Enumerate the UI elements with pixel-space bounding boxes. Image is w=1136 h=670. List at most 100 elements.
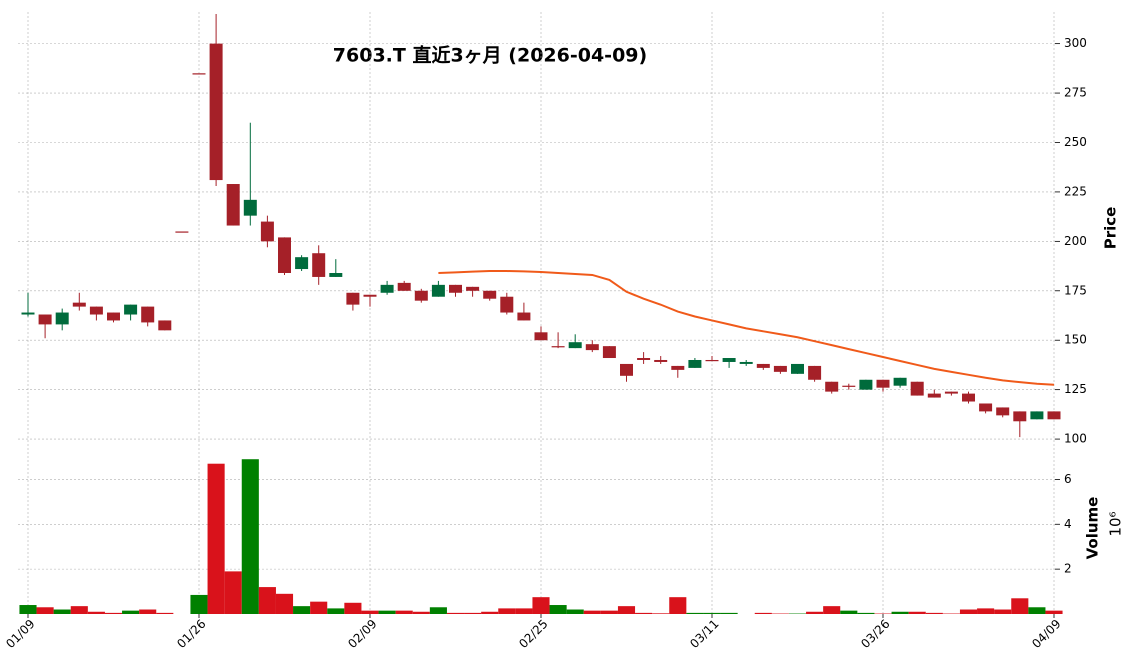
- candle-body: [38, 314, 52, 325]
- volume-bar: [840, 610, 858, 614]
- volume-bar: [891, 611, 909, 614]
- candle-body: [107, 312, 120, 321]
- volume-bar: [635, 612, 653, 614]
- candle-body: [431, 284, 445, 297]
- volume-bar: [925, 612, 943, 614]
- x-tick-label: 03/11: [687, 617, 721, 651]
- candle-body: [260, 221, 274, 242]
- candle-body: [89, 306, 103, 315]
- volume-bar: [532, 597, 550, 614]
- candle-body: [620, 363, 633, 376]
- volume-bar: [190, 594, 208, 614]
- volume-bar: [70, 606, 88, 614]
- candle-body: [141, 306, 155, 323]
- volume-bar: [908, 611, 926, 614]
- volume-bar: [275, 593, 294, 614]
- candle-body: [55, 312, 69, 325]
- volume-bar: [446, 612, 465, 614]
- candle-body: [243, 199, 257, 216]
- volume-bar: [1011, 598, 1029, 614]
- volume-bar: [258, 587, 276, 614]
- y-tick-label: 225: [1064, 184, 1087, 198]
- y-tick-label: 2: [1064, 562, 1072, 576]
- y-tick-label: 125: [1064, 382, 1087, 396]
- candle-body: [808, 365, 822, 380]
- volume-bar: [87, 611, 105, 614]
- volume-bar: [378, 610, 396, 614]
- volume-bar: [498, 608, 516, 614]
- price-axis-label: Price: [1102, 207, 1120, 250]
- candle-body: [175, 231, 189, 233]
- candle-body: [380, 284, 394, 293]
- volume-bar: [361, 610, 379, 614]
- volume-bar: [293, 606, 311, 614]
- candle-body: [859, 379, 873, 390]
- chart-title: 7603.T 直近3ヶ月 (2026-04-09): [333, 44, 647, 67]
- candle-body: [534, 332, 548, 341]
- x-tick-label: 03/26: [858, 617, 892, 651]
- candle-body: [927, 393, 941, 398]
- y-tick-label: 200: [1064, 234, 1087, 248]
- moving-average-line: [438, 270, 1055, 386]
- candle-body: [72, 302, 86, 307]
- volume-bar: [104, 612, 123, 614]
- volume-bar: [224, 571, 242, 614]
- volume-bar: [395, 610, 413, 614]
- volume-bar: [429, 607, 447, 614]
- candle-body: [722, 358, 736, 362]
- y-tick-label: 275: [1064, 86, 1087, 100]
- volume-bar: [344, 602, 362, 614]
- candle-body: [466, 286, 480, 291]
- volume-bar: [720, 612, 738, 614]
- x-tick-label: 01/09: [3, 617, 37, 651]
- candle-body: [329, 272, 343, 277]
- volume-bar: [823, 606, 841, 614]
- volume-bar: [1028, 607, 1046, 614]
- candle-body: [124, 304, 138, 315]
- y-tick-label: 250: [1064, 135, 1087, 149]
- candle-body: [278, 237, 291, 273]
- candle-body: [585, 344, 599, 351]
- candle-body: [1030, 411, 1044, 420]
- candle-body: [346, 292, 360, 305]
- candle-body: [979, 403, 993, 412]
- x-tick-label: 01/26: [174, 617, 208, 651]
- candle-body: [551, 346, 565, 348]
- candle-body: [705, 359, 719, 362]
- candle-body: [483, 290, 497, 299]
- volume-bar: [959, 609, 978, 614]
- candle-body: [158, 320, 172, 331]
- y-tick-label: 100: [1064, 432, 1087, 446]
- volume-bar: [549, 605, 567, 614]
- candle-body: [449, 284, 462, 293]
- candle-body: [773, 365, 787, 372]
- candle-body: [414, 290, 428, 301]
- volume-bar: [241, 459, 259, 614]
- volume-bar: [1045, 610, 1063, 614]
- candle-body: [312, 253, 326, 277]
- volume-bar: [481, 611, 499, 614]
- candle-body: [192, 73, 206, 75]
- y-tick-label: 300: [1064, 36, 1087, 50]
- y-tick-label: 6: [1064, 472, 1072, 486]
- y-tick-label: 175: [1064, 283, 1087, 297]
- volume-bar: [652, 613, 670, 614]
- candle-body: [517, 312, 531, 321]
- candle-body: [295, 257, 309, 270]
- x-tick-label: 04/09: [1029, 617, 1063, 651]
- volume-bar: [806, 611, 824, 614]
- candle-body: [397, 282, 411, 291]
- volume-offset-label: 10⁶: [1107, 511, 1125, 536]
- volume-bar: [583, 610, 601, 614]
- volume-bar: [669, 597, 687, 614]
- volume-bar: [327, 608, 345, 614]
- candle-body: [654, 359, 668, 362]
- candle-body: [500, 296, 514, 313]
- volume-axis-label: Volume: [1084, 497, 1102, 560]
- candle-body: [671, 365, 685, 370]
- volume-bar: [703, 612, 721, 614]
- candle-body: [944, 391, 958, 394]
- candle-body: [363, 294, 377, 297]
- volume-bar: [857, 612, 875, 614]
